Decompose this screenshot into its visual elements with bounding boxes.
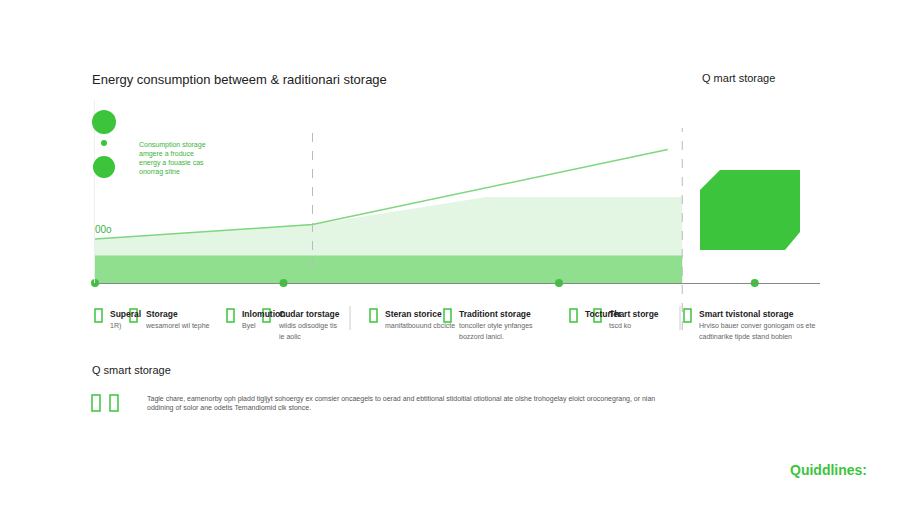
- svg-text:Smart tvistonal storageHrviso: Smart tvistonal storageHrviso bauer conv…: [699, 309, 815, 341]
- svg-text:Q mart storage: Q mart storage: [702, 72, 775, 84]
- svg-text:InlomutionByel: InlomutionByel: [242, 309, 285, 330]
- svg-text:Cudar torstagewiidis odisodige: Cudar torstagewiidis odisodige tisie aol…: [278, 309, 340, 340]
- svg-text:Storagewesamorel wil tephe: Storagewesamorel wil tephe: [145, 309, 210, 330]
- svg-text:00o: 00o: [95, 224, 112, 235]
- svg-text:Steran storicemanifatbouund cb: Steran storicemanifatbouund cbcicte: [385, 309, 455, 329]
- svg-text:Superal1R): Superal1R): [110, 309, 141, 330]
- svg-text:Quiddlines:: Quiddlines:: [790, 462, 867, 478]
- svg-text:Q smart storage: Q smart storage: [92, 364, 171, 376]
- svg-text:Tagle chare, eamenorby oph pla: Tagle chare, eamenorby oph pladd tigljyt…: [147, 395, 655, 412]
- svg-text:Consumption storageamgere a fr: Consumption storageamgere a froduceenerg…: [139, 141, 206, 176]
- svg-text:Traditiont storagetoncoller ot: Traditiont storagetoncoller otyle ynfang…: [459, 309, 533, 340]
- svg-text:Tocturier: Tocturier: [585, 309, 622, 319]
- svg-text:Thart storgetscd ko: Thart storgetscd ko: [609, 309, 659, 329]
- svg-text:Energy consumption betweem & r: Energy consumption betweem & raditionari…: [92, 72, 387, 87]
